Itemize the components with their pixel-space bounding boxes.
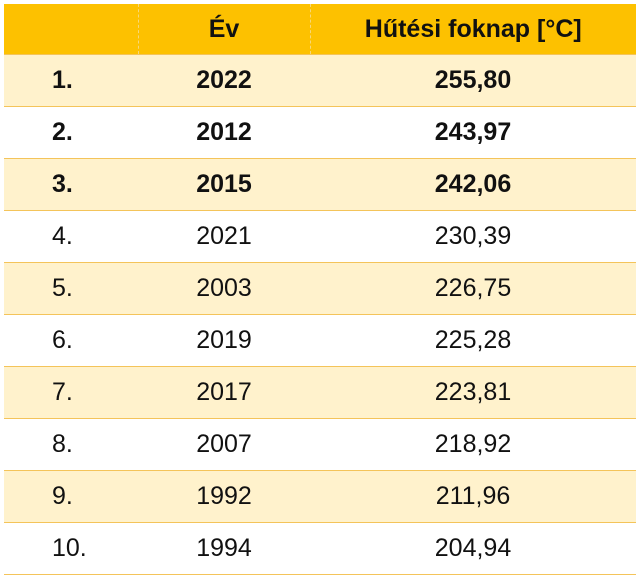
cell-year: 1994 — [138, 522, 310, 575]
cell-value: 223,81 — [310, 366, 636, 419]
cell-value: 211,96 — [310, 470, 636, 523]
table-row: 6. 2019 225,28 — [4, 314, 636, 367]
cell-year: 2019 — [138, 314, 310, 367]
cell-year: 2017 — [138, 366, 310, 419]
cell-year: 2012 — [138, 106, 310, 159]
table-row: 7. 2017 223,81 — [4, 366, 636, 419]
cell-year: 2003 — [138, 262, 310, 315]
cell-rank: 3. — [4, 158, 138, 211]
table-row: 1. 2022 255,80 — [4, 54, 636, 107]
table-row: 4. 2021 230,39 — [4, 210, 636, 263]
cell-rank: 2. — [4, 106, 138, 159]
cell-value: 230,39 — [310, 210, 636, 263]
cell-rank: 7. — [4, 366, 138, 419]
cell-value: 255,80 — [310, 54, 636, 107]
cell-rank: 6. — [4, 314, 138, 367]
table-body: 1. 2022 255,80 2. 2012 243,97 3. 2015 242,06 4. 20… — [4, 54, 636, 575]
cell-rank: 5. — [4, 262, 138, 315]
cell-rank: 1. — [4, 54, 138, 107]
cell-value: 204,94 — [310, 522, 636, 575]
table-row: 5. 2003 226,75 — [4, 262, 636, 315]
cell-value: 218,92 — [310, 418, 636, 471]
table-row: 8. 2007 218,92 — [4, 418, 636, 471]
table-row: 10. 1994 204,94 — [4, 522, 636, 575]
cell-year: 2021 — [138, 210, 310, 263]
cell-value: 243,97 — [310, 106, 636, 159]
cell-value: 242,06 — [310, 158, 636, 211]
ranking-table: Év Hűtési foknap [°C] 1. 2022 255,80 2. 2012… — [4, 4, 636, 575]
cell-year: 2022 — [138, 54, 310, 107]
cell-year: 2007 — [138, 418, 310, 471]
cell-rank: 9. — [4, 470, 138, 523]
cell-rank: 4. — [4, 210, 138, 263]
header-value: Hűtési foknap [°C] — [310, 4, 636, 55]
header-rank — [4, 4, 139, 55]
cell-rank: 10. — [4, 522, 138, 575]
table-row: 9. 1992 211,96 — [4, 470, 636, 523]
cell-value: 226,75 — [310, 262, 636, 315]
table-row: 2. 2012 243,97 — [4, 106, 636, 159]
cell-year: 2015 — [138, 158, 310, 211]
table-row: 3. 2015 242,06 — [4, 158, 636, 211]
cell-value: 225,28 — [310, 314, 636, 367]
header-year: Év — [138, 4, 311, 55]
cell-year: 1992 — [138, 470, 310, 523]
cell-rank: 8. — [4, 418, 138, 471]
table-header-row: Év Hűtési foknap [°C] — [4, 4, 636, 55]
